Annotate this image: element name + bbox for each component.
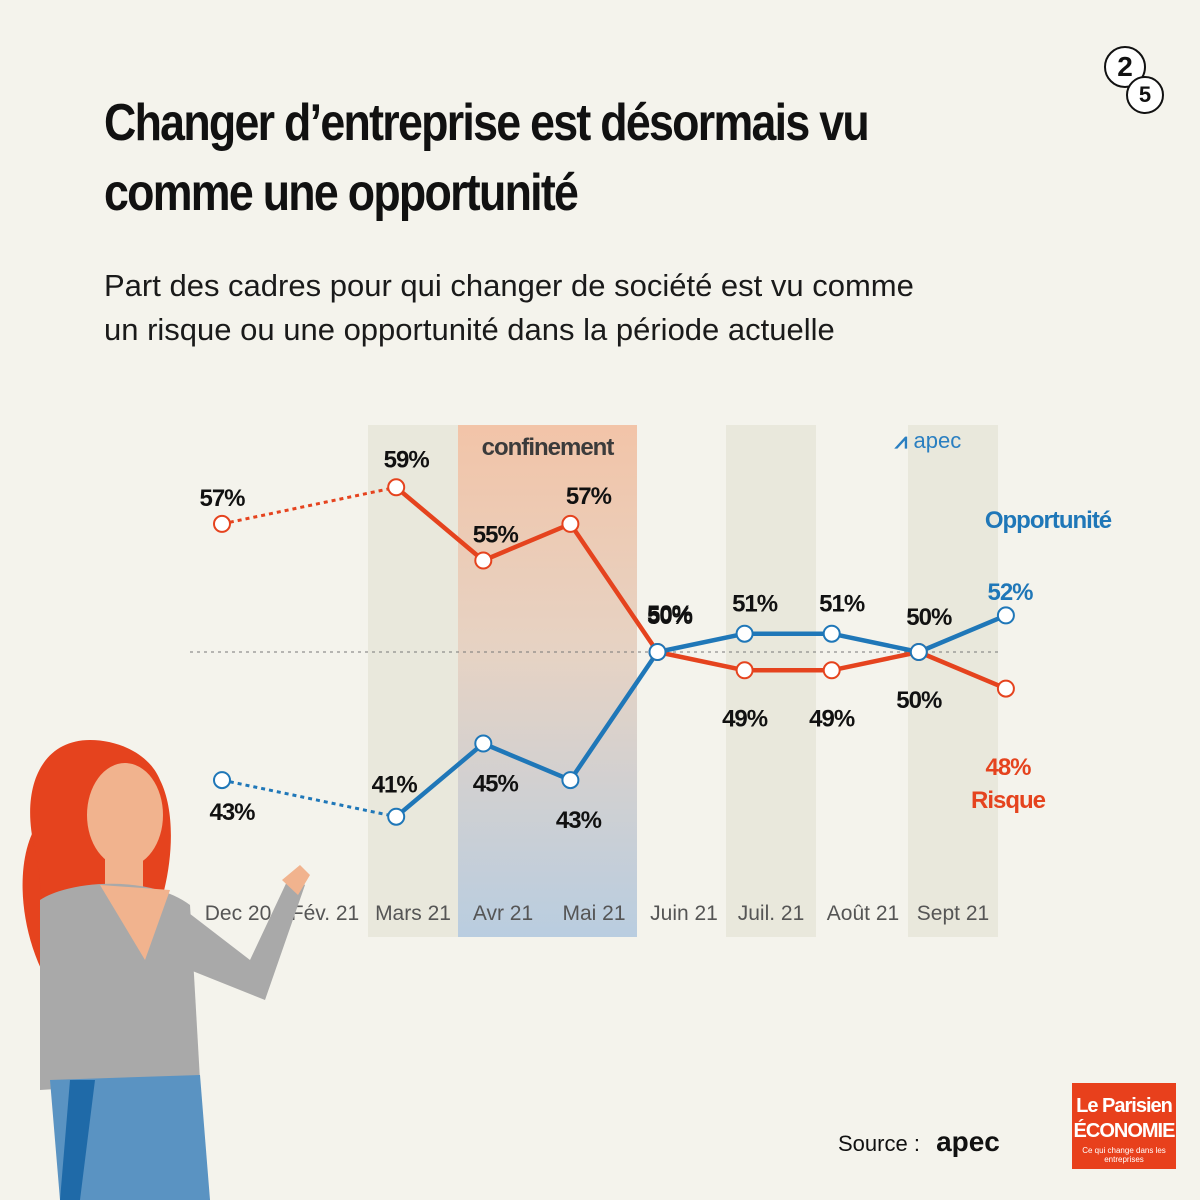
title-line-1: Changer d’entreprise est désormais vu xyxy=(104,94,870,152)
page-title: Changer d’entreprise est désormais vu co… xyxy=(104,88,878,228)
point-opportunite-6 xyxy=(822,624,841,643)
point-opportunite-1 xyxy=(387,807,406,826)
point-opportunite-3 xyxy=(561,771,580,790)
subtitle: Part des cadres pour qui changer de soci… xyxy=(104,264,1144,352)
point-opportunite-8 xyxy=(996,606,1015,625)
title-line-2: comme une opportunité xyxy=(104,164,579,222)
x-tick-label-8: Sept 21 xyxy=(917,902,989,925)
line-chart: confinement 57% 59% 55% 57% 50% 49% 49% 50% 43% 4… xyxy=(190,425,1113,937)
confinement-label: confinement xyxy=(482,434,615,461)
series-opportunite-dashed-line xyxy=(221,778,397,819)
series-opportunite-line xyxy=(394,613,1007,819)
data-label-opportunite-3: 43% xyxy=(556,807,602,834)
point-risque-1 xyxy=(387,478,406,497)
brand-tagline: Ce qui change dans les entreprises xyxy=(1082,1146,1166,1164)
source-apec-logo: apec xyxy=(936,1126,1000,1157)
x-tick-label-6: Juil. 21 xyxy=(738,902,805,925)
data-label-risque-7: 50% xyxy=(896,687,942,714)
source-credit: Source : apec xyxy=(838,1126,1000,1158)
data-label-risque-1: 59% xyxy=(384,446,430,473)
chart-apec-logo: ⩘ apec xyxy=(895,428,961,454)
point-opportunite-0 xyxy=(213,771,231,790)
data-label-opportunite-0: 43% xyxy=(209,799,255,826)
point-opportunite-5 xyxy=(735,624,754,643)
point-risque-5 xyxy=(735,661,754,680)
final-risque-name: Risque xyxy=(971,787,1046,814)
data-label-risque-5: 49% xyxy=(722,705,768,732)
point-risque-8 xyxy=(996,679,1015,698)
subtitle-line-2: un risque ou une opportunité dans la pér… xyxy=(104,312,835,347)
x-tick-label-0: Dec 20 xyxy=(205,902,272,925)
apec-logo-text: apec xyxy=(913,428,962,453)
data-label-risque-2: 55% xyxy=(473,522,519,549)
x-tick-label-3: Avr 21 xyxy=(473,902,533,925)
data-label-opportunite-4: 50% xyxy=(647,601,693,628)
data-label-risque-0: 57% xyxy=(199,485,245,512)
le-parisien-economie-logo: Le Parisien ÉCONOMIE Ce qui change dans … xyxy=(1072,1083,1176,1169)
x-tick-label-4: Mai 21 xyxy=(562,902,625,925)
data-label-risque-6: 49% xyxy=(809,705,855,732)
point-opportunite-2 xyxy=(474,734,493,753)
pager: 2 5 xyxy=(1100,40,1170,120)
point-risque-0 xyxy=(213,514,231,533)
confinement-band xyxy=(458,425,637,937)
shaded-band-juil-21 xyxy=(726,425,816,937)
pager-current: 2 xyxy=(1104,46,1146,88)
data-label-opportunite-6: 51% xyxy=(819,591,865,618)
x-tick-label-5: Juin 21 xyxy=(650,902,718,925)
pager-total: 5 xyxy=(1126,76,1164,114)
brand-line-2: ÉCONOMIE xyxy=(1073,1120,1176,1142)
final-opportunite-value: 52% xyxy=(987,579,1033,606)
subtitle-line-1: Part des cadres pour qui changer de soci… xyxy=(104,268,914,303)
data-label-risque-4: 50% xyxy=(647,603,693,630)
data-label-opportunite-2: 45% xyxy=(473,771,519,798)
final-risque-value: 48% xyxy=(985,754,1031,781)
series-risque-dashed-line xyxy=(221,485,397,526)
final-opportunite-name: Opportunité xyxy=(985,507,1112,534)
x-tick-label-2: Mars 21 xyxy=(375,902,451,925)
point-opportunite-4 xyxy=(648,643,667,661)
data-label-opportunite-7: 50% xyxy=(906,604,952,631)
point-risque-2 xyxy=(474,551,493,570)
point-risque-6 xyxy=(822,661,841,680)
apec-icon: ⩘ xyxy=(895,428,908,453)
x-tick-label-1: Fév. 21 xyxy=(291,902,359,925)
shaded-band-mars-21 xyxy=(368,425,458,937)
source-label: Source : xyxy=(838,1131,920,1156)
data-label-opportunite-5: 51% xyxy=(732,591,778,618)
point-risque-3 xyxy=(561,514,580,533)
brand-line-1: Le Parisien xyxy=(1076,1095,1173,1117)
series-risque-line xyxy=(394,485,1007,691)
point-opportunite-7 xyxy=(909,643,928,661)
woman-illustration xyxy=(22,740,310,1200)
data-label-risque-3: 57% xyxy=(566,483,612,510)
x-tick-label-7: Août 21 xyxy=(827,902,899,925)
data-label-opportunite-1: 41% xyxy=(372,772,418,799)
